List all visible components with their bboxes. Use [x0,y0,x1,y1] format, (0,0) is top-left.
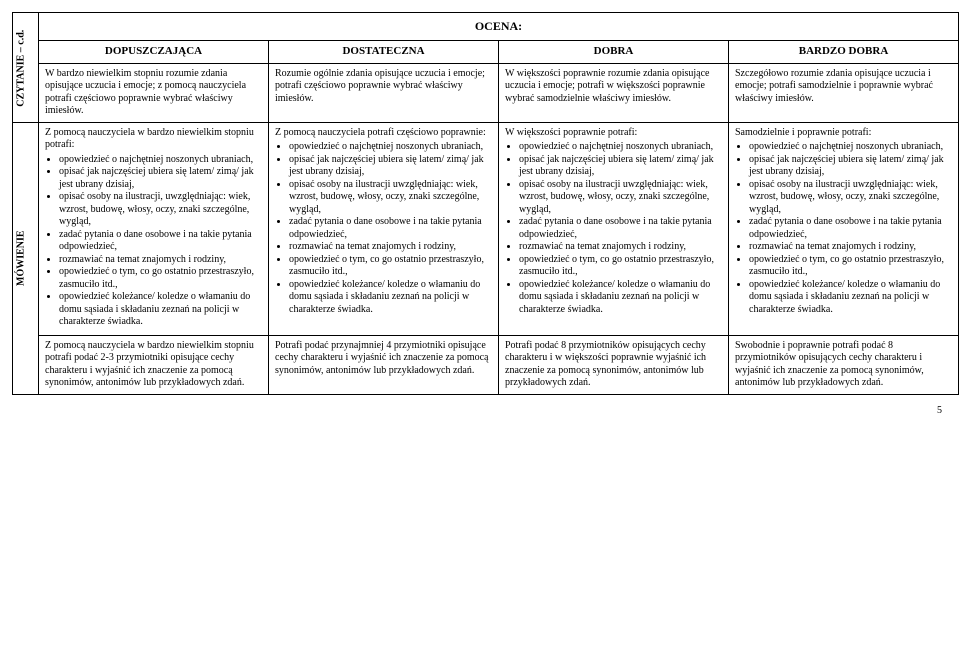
cell-mowienie-b2: Potrafi podać przynajmniej 4 przymiotnik… [269,335,499,394]
list-item: opisać osoby na ilustracji uwzględniając… [289,179,492,217]
side-label-czytanie: CZYTANIE – c.d. [13,13,39,123]
list-item: zadać pytania o dane osobowe i na takie … [59,229,262,254]
list-item: opowiedzieć koleżance/ koledze o włamani… [289,279,492,317]
page-number: 5 [12,395,948,416]
list-item: opowiedzieć o tym, co go ostatnio przest… [289,254,492,279]
assessment-table: CZYTANIE – c.d. OCENA: DOPUSZCZAJĄCA DOS… [12,12,959,395]
list-item: opowiedzieć koleżance/ koledze o włamani… [749,279,952,317]
list-item: opowiedzieć o najchętniej noszonych ubra… [289,141,492,154]
list-item: rozmawiać na temat znajomych i rodziny, [59,254,262,267]
list-item: opisać osoby na ilustracji uwzględniając… [749,179,952,217]
cell-mowienie-b1: Z pomocą nauczyciela w bardzo niewielkim… [39,335,269,394]
list-item: opowiedzieć o najchętniej noszonych ubra… [59,154,262,167]
row-czytanie: W bardzo niewielkim stopniu rozumie zdan… [13,63,959,122]
intro-text: Z pomocą nauczyciela potrafi częściowo p… [275,127,486,138]
side-label-mowienie: MÓWIENIE [13,122,39,394]
header-row-grades: DOPUSZCZAJĄCA DOSTATECZNA DOBRA BARDZO D… [13,41,959,64]
cell-mowienie-a2: Z pomocą nauczyciela potrafi częściowo p… [269,122,499,335]
grade-header-2: DOSTATECZNA [269,41,499,64]
cell-czytanie-4: Szczegółowo rozumie zdania opisujące ucz… [729,63,959,122]
bullet-list: opowiedzieć o najchętniej noszonych ubra… [45,154,262,329]
cell-czytanie-1: W bardzo niewielkim stopniu rozumie zdan… [39,63,269,122]
list-item: zadać pytania o dane osobowe i na takie … [289,216,492,241]
list-item: opowiedzieć koleżance/ koledze o włamani… [59,291,262,329]
list-item: opisać osoby na ilustracji uwzględniając… [519,179,722,217]
row-mowienie-a: MÓWIENIE Z pomocą nauczyciela w bardzo n… [13,122,959,335]
grade-header-3: DOBRA [499,41,729,64]
cell-mowienie-a3: W większości poprawnie potrafi: opowiedz… [499,122,729,335]
list-item: opisać jak najczęściej ubiera się latem/… [749,154,952,179]
list-item: rozmawiać na temat znajomych i rodziny, [289,241,492,254]
cell-mowienie-b3: Potrafi podać 8 przymiotników opisującyc… [499,335,729,394]
cell-czytanie-2: Rozumie ogólnie zdania opisujące uczucia… [269,63,499,122]
list-item: opowiedzieć o najchętniej noszonych ubra… [749,141,952,154]
bullet-list: opowiedzieć o najchętniej noszonych ubra… [505,141,722,316]
list-item: zadać pytania o dane osobowe i na takie … [749,216,952,241]
list-item: opisać jak najczęściej ubiera się latem/… [519,154,722,179]
list-item: rozmawiać na temat znajomych i rodziny, [749,241,952,254]
intro-text: W większości poprawnie potrafi: [505,127,637,138]
cell-czytanie-3: W większości poprawnie rozumie zdania op… [499,63,729,122]
list-item: opowiedzieć o tym, co go ostatnio przest… [519,254,722,279]
cell-mowienie-b4: Swobodnie i poprawnie potrafi podać 8 pr… [729,335,959,394]
list-item: opisać jak najczęściej ubiera się latem/… [59,166,262,191]
header-row-ocena: CZYTANIE – c.d. OCENA: [13,13,959,41]
bullet-list: opowiedzieć o najchętniej noszonych ubra… [735,141,952,316]
header-ocena: OCENA: [39,13,959,41]
grade-header-1: DOPUSZCZAJĄCA [39,41,269,64]
list-item: opisać osoby na ilustracji, uwzględniają… [59,191,262,229]
list-item: opowiedzieć koleżance/ koledze o włamani… [519,279,722,317]
cell-mowienie-a4: Samodzielnie i poprawnie potrafi: opowie… [729,122,959,335]
cell-mowienie-a1: Z pomocą nauczyciela w bardzo niewielkim… [39,122,269,335]
list-item: rozmawiać na temat znajomych i rodziny, [519,241,722,254]
row-mowienie-b: Z pomocą nauczyciela w bardzo niewielkim… [13,335,959,394]
list-item: opowiedzieć o najchętniej noszonych ubra… [519,141,722,154]
intro-text: Z pomocą nauczyciela w bardzo niewielkim… [45,127,254,151]
list-item: opisać jak najczęściej ubiera się latem/… [289,154,492,179]
list-item: opowiedzieć o tym, co go ostatnio przest… [59,266,262,291]
list-item: opowiedzieć o tym, co go ostatnio przest… [749,254,952,279]
intro-text: Samodzielnie i poprawnie potrafi: [735,127,871,138]
bullet-list: opowiedzieć o najchętniej noszonych ubra… [275,141,492,316]
list-item: zadać pytania o dane osobowe i na takie … [519,216,722,241]
grade-header-4: BARDZO DOBRA [729,41,959,64]
